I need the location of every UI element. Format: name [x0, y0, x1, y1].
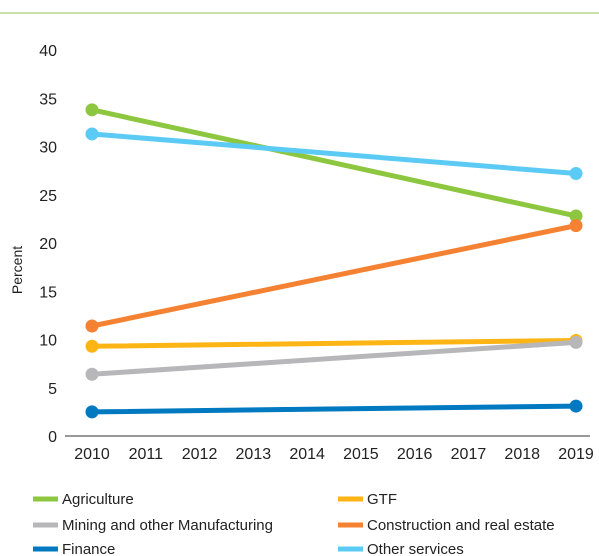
legend-label-other-services: Other services	[367, 541, 464, 556]
x-tick-labels: 2010 2011 2012 2013 2014 2015 2016 2017 2018 2019	[74, 446, 594, 463]
legend-label-agriculture: Agriculture	[62, 491, 134, 508]
series-point-mining-and-other-manufacturing-2019	[569, 335, 583, 349]
x-tick-label: 2019	[558, 446, 594, 463]
series-line-mining-and-other-manufacturing	[89, 339, 579, 377]
y-tick-label: 0	[48, 429, 57, 446]
legend-label-construction-and-real-estate: Construction and real estate	[367, 517, 555, 534]
legend: Agriculture GTF Mining and other Manufactu…	[33, 491, 555, 556]
x-tick-label: 2017	[451, 446, 487, 463]
y-tick-label: 10	[39, 333, 57, 350]
series-line-agriculture	[89, 107, 579, 219]
series-point-other-services-2010	[85, 127, 99, 141]
x-tick-label: 2013	[236, 446, 272, 463]
y-tick-label: 30	[39, 140, 57, 157]
x-tick-label: 2010	[74, 446, 110, 463]
x-tick-label: 2015	[343, 446, 379, 463]
series-line-gtf	[89, 337, 579, 349]
y-axis-label: Percent	[9, 246, 25, 294]
y-tick-label: 15	[39, 284, 57, 301]
series-point-gtf-2010	[85, 339, 99, 353]
x-tick-label: 2014	[289, 446, 325, 463]
series-line-construction-and-real-estate	[89, 223, 579, 329]
x-tick-label: 2012	[182, 446, 218, 463]
y-tick-label: 35	[39, 91, 57, 108]
series-line-finance	[89, 403, 579, 415]
top-rule	[0, 12, 599, 14]
series-point-finance-2010	[85, 405, 99, 419]
series-group	[85, 103, 583, 419]
y-tick-label: 5	[48, 381, 57, 398]
series-point-construction-and-real-estate-2010	[85, 319, 99, 333]
series-point-agriculture-2019	[569, 209, 583, 223]
y-tick-labels: 0 5 10 15 20 25 30 35 40	[39, 43, 57, 446]
series-line-other-services	[89, 131, 579, 177]
x-tick-label: 2011	[129, 446, 164, 463]
series-point-finance-2019	[569, 399, 583, 413]
series-point-other-services-2019	[569, 167, 583, 181]
x-tick-label: 2016	[397, 446, 433, 463]
x-tick-label: 2018	[504, 446, 540, 463]
legend-label-gtf: GTF	[367, 491, 397, 508]
y-tick-label: 25	[39, 188, 57, 205]
legend-label-finance: Finance	[62, 541, 115, 556]
y-tick-label: 20	[39, 236, 57, 253]
legend-label-mining-and-other-manufacturing: Mining and other Manufacturing	[62, 517, 273, 534]
series-point-agriculture-2010	[85, 103, 99, 117]
y-tick-label: 40	[39, 43, 57, 60]
series-point-construction-and-real-estate-2019	[569, 219, 583, 233]
series-point-mining-and-other-manufacturing-2010	[85, 367, 99, 381]
